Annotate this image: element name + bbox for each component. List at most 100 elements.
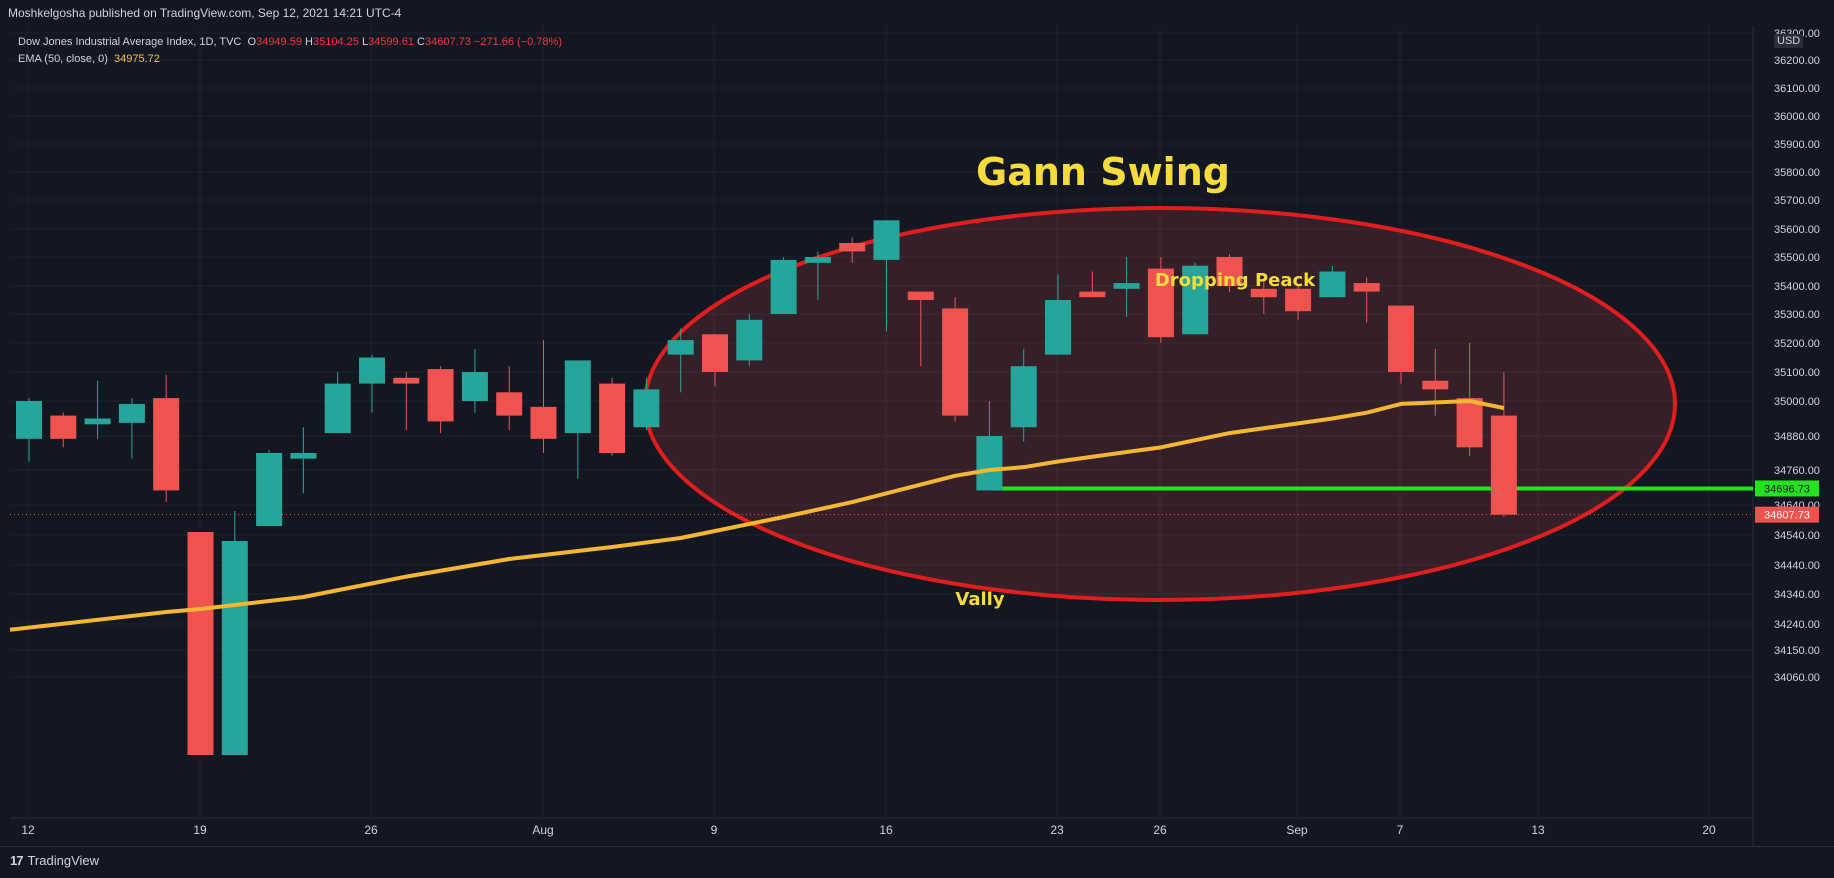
- x-tick-label: 26: [364, 823, 378, 837]
- candle[interactable]: [16, 398, 42, 462]
- x-tick-label: 9: [711, 823, 718, 837]
- y-tick-label: 35400.00: [1774, 281, 1820, 293]
- y-tick-label: 34340.00: [1774, 589, 1820, 601]
- low-value: 34599.61: [368, 36, 414, 48]
- symbol-row: Dow Jones Industrial Average Index, 1D, …: [18, 34, 562, 51]
- candle[interactable]: [633, 377, 660, 431]
- candle-body: [530, 406, 557, 439]
- y-tick-label: 34240.00: [1774, 619, 1820, 631]
- candle[interactable]: [1353, 277, 1380, 323]
- candle[interactable]: [1216, 254, 1243, 292]
- candle[interactable]: [770, 257, 797, 314]
- currency-badge[interactable]: USD: [1774, 34, 1804, 48]
- candle-body: [667, 340, 694, 355]
- candle[interactable]: [1388, 305, 1414, 384]
- candle[interactable]: [290, 427, 317, 494]
- change-value: −271.66 (−0.78%): [473, 36, 562, 48]
- y-tick-label: 34150.00: [1774, 645, 1820, 657]
- y-tick-label: 35900.00: [1774, 139, 1820, 151]
- candle[interactable]: [324, 372, 351, 434]
- candle[interactable]: [702, 334, 728, 387]
- x-tick-label: 16: [879, 823, 893, 837]
- candle[interactable]: [359, 354, 385, 413]
- x-tick-label: Aug: [532, 823, 553, 837]
- candle[interactable]: [256, 450, 283, 526]
- candle-body: [324, 383, 351, 434]
- footer-bar: 17 TradingView: [0, 846, 1834, 878]
- candle[interactable]: [461, 348, 488, 413]
- tradingview-logo[interactable]: 17 TradingView: [10, 853, 99, 868]
- candle[interactable]: [1147, 257, 1174, 343]
- y-tick-label: 36200.00: [1774, 55, 1820, 67]
- price-level-badge: 34696.73: [1755, 480, 1819, 497]
- gann-swing-ellipse[interactable]: [643, 206, 1677, 602]
- candle[interactable]: [187, 532, 214, 755]
- candle[interactable]: [1079, 271, 1106, 298]
- candle[interactable]: [1285, 286, 1312, 320]
- candle-body: [1456, 398, 1483, 448]
- candle-body: [1353, 283, 1380, 292]
- candle[interactable]: [667, 328, 694, 393]
- x-tick-label: 19: [193, 823, 207, 837]
- candle-body: [50, 415, 77, 439]
- candle-body: [1182, 265, 1209, 335]
- tradingview-logo-icon: 17: [10, 853, 24, 868]
- candle[interactable]: [1250, 280, 1277, 314]
- candle[interactable]: [1045, 274, 1071, 355]
- candle[interactable]: [839, 237, 866, 263]
- candle[interactable]: [564, 360, 591, 479]
- candle-body: [1010, 366, 1037, 428]
- chart-legend: Dow Jones Industrial Average Index, 1D, …: [18, 34, 562, 68]
- y-tick-label: 36000.00: [1774, 111, 1820, 123]
- close-value: 34607.73: [424, 36, 471, 48]
- x-tick-label: 23: [1050, 823, 1064, 837]
- y-tick-label: 35500.00: [1774, 252, 1820, 264]
- brand-name: TradingView: [27, 853, 100, 868]
- price-level-badge-text: 34696.73: [1764, 483, 1810, 495]
- candle[interactable]: [393, 372, 420, 431]
- publisher-header: Moshkelgosha published on TradingView.co…: [0, 0, 1834, 26]
- candle[interactable]: [1490, 372, 1517, 517]
- candle[interactable]: [496, 366, 523, 431]
- candle[interactable]: [599, 377, 626, 456]
- ema-line[interactable]: [9, 399, 1505, 632]
- candle-body: [118, 403, 145, 423]
- high-value: 35104.25: [312, 36, 359, 48]
- candle-body: [84, 418, 111, 425]
- candle[interactable]: [427, 366, 454, 434]
- candle[interactable]: [1113, 257, 1140, 317]
- candle[interactable]: [1456, 343, 1483, 456]
- gann-swing-title: Gann Swing: [976, 150, 1230, 194]
- candle[interactable]: [736, 314, 763, 367]
- candle[interactable]: [976, 401, 1003, 491]
- candle[interactable]: [84, 380, 111, 439]
- x-tick-label: Sep: [1286, 823, 1308, 837]
- candle-body: [736, 319, 763, 361]
- candle-body: [633, 389, 660, 428]
- candle-body: [907, 291, 934, 300]
- ema-value: 34975.72: [114, 53, 160, 65]
- candle-body: [187, 532, 214, 755]
- candle[interactable]: [50, 412, 77, 448]
- candle[interactable]: [118, 398, 145, 459]
- price-level-badge-bg: [1755, 480, 1819, 497]
- x-tick-label: 20: [1702, 823, 1716, 837]
- y-tick-label: 34880.00: [1774, 431, 1820, 443]
- candle[interactable]: [1010, 348, 1037, 442]
- candle[interactable]: [530, 340, 557, 453]
- candle-body: [1285, 288, 1312, 312]
- candle[interactable]: [804, 251, 831, 300]
- candle[interactable]: [1319, 265, 1346, 298]
- candle-body: [1422, 380, 1449, 390]
- candle[interactable]: [221, 511, 248, 755]
- x-tick-label: 13: [1531, 823, 1545, 837]
- candle[interactable]: [153, 374, 180, 503]
- candle[interactable]: [1182, 262, 1209, 335]
- candle[interactable]: [873, 220, 900, 332]
- candle-body: [942, 308, 969, 416]
- candle[interactable]: [942, 297, 969, 422]
- valley-label: Vally: [955, 589, 1004, 610]
- candle[interactable]: [907, 291, 934, 367]
- x-tick-label: 7: [1397, 823, 1404, 837]
